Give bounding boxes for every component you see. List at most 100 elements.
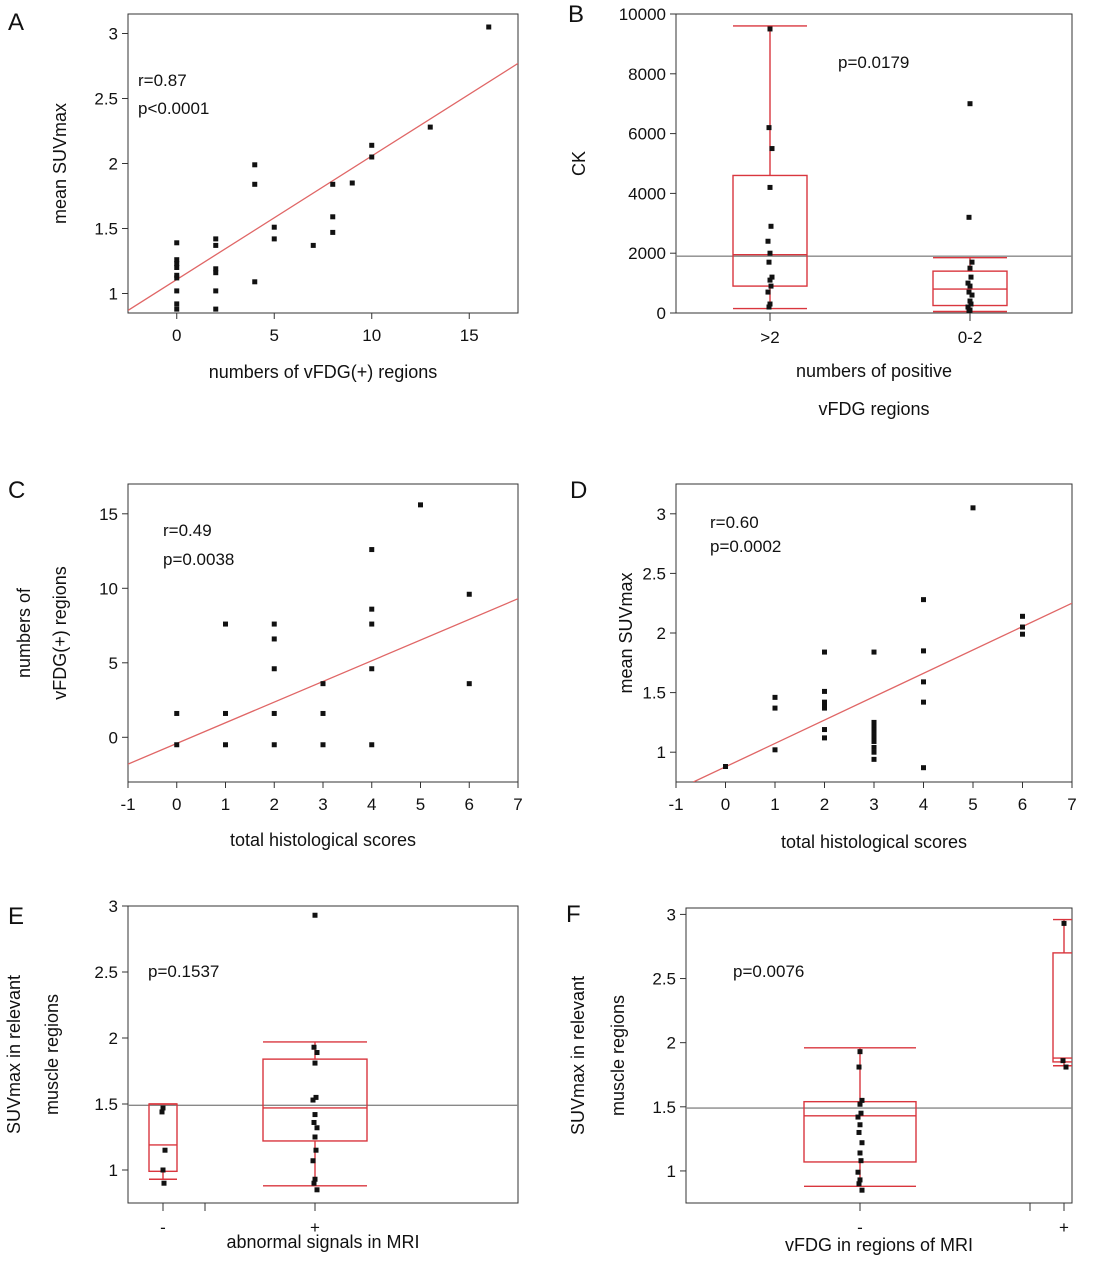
data-point [968, 301, 974, 307]
x-tick-label: 0 [172, 326, 181, 345]
panel-letter: C [8, 477, 25, 504]
data-point [969, 292, 975, 298]
y-tick-label: 0 [109, 728, 118, 747]
data-point [271, 636, 277, 642]
data-point [320, 742, 326, 748]
data-point [856, 1181, 862, 1187]
data-point [174, 272, 180, 278]
data-point [418, 502, 423, 508]
x-tick-label: 7 [513, 795, 522, 814]
data-point [767, 26, 773, 32]
y-axis-label: numbers of [14, 587, 34, 678]
stat-annotation: r=0.87 [138, 71, 187, 90]
y-axis-label-line2: muscle regions [608, 995, 628, 1116]
data-point [855, 1169, 861, 1175]
data-point [174, 742, 180, 748]
y-tick-label: 1 [667, 1162, 676, 1181]
data-point [313, 1094, 319, 1100]
plot-frame [127, 13, 519, 314]
plot-area [128, 502, 518, 765]
data-point [772, 705, 778, 711]
y-tick-label: 1 [657, 743, 666, 762]
panel-b: B 0 2000 4000 6000 8000 10000 >2 0-2 numbers of p… [568, 1, 1073, 419]
stat-annotation: p=0.0179 [838, 53, 909, 72]
data-point [312, 912, 318, 918]
x-tick-label: -1 [120, 795, 135, 814]
data-point [349, 180, 355, 186]
data-point [369, 742, 375, 748]
data-point [767, 184, 773, 190]
data-point [271, 621, 277, 627]
data-point [310, 1158, 316, 1164]
data-point [160, 1167, 166, 1173]
data-point [160, 1105, 166, 1111]
data-point [271, 236, 277, 242]
data-point [822, 688, 827, 694]
data-point [871, 744, 877, 750]
data-point [369, 154, 375, 160]
stat-annotation: r=0.60 [710, 513, 759, 532]
x-tick-label: 4 [919, 795, 928, 814]
data-point [271, 224, 277, 230]
data-point [311, 1044, 317, 1050]
data-point [174, 240, 180, 246]
data-point [968, 274, 974, 280]
data-point [921, 679, 926, 685]
data-point [871, 733, 877, 739]
data-point [857, 1177, 863, 1183]
data-point [174, 257, 180, 263]
data-point [822, 727, 827, 733]
y-tick-label: 3 [657, 505, 666, 524]
data-point [1020, 631, 1025, 637]
panel-a: A 1 1.5 2 2.5 3 0 5 10 15 numbers of vFDG(+) regio… [8, 9, 519, 382]
x-axis-label: total histological scores [781, 832, 967, 852]
y-tick-label: 2 [667, 1034, 676, 1053]
y-tick-label: 15 [99, 505, 118, 524]
x-axis-label: abnormal signals in MRI [226, 1232, 419, 1252]
data-point [969, 259, 975, 265]
data-point [330, 214, 336, 220]
data-point [252, 181, 258, 187]
y-tick-label: 4000 [628, 184, 666, 203]
y-tick-label: 2 [109, 1029, 118, 1048]
stat-annotation: p=0.0002 [710, 537, 781, 556]
data-point [766, 304, 772, 310]
data-point [859, 1097, 865, 1103]
data-point [765, 289, 771, 295]
data-point [213, 266, 219, 272]
stat-annotation: p=0.0076 [733, 962, 804, 981]
data-point [723, 764, 728, 770]
panel-d: D 1 1.5 2 2.5 3 -1 0 1 2 3 4 5 6 7 total histological s… [570, 477, 1077, 852]
data-point [822, 649, 827, 655]
data-point [223, 742, 228, 748]
x-tick-label: 2 [820, 795, 829, 814]
plot-frame [675, 13, 1073, 314]
data-point [921, 699, 926, 705]
y-tick-label: 5 [109, 654, 118, 673]
data-point [856, 1064, 862, 1070]
data-point [1063, 1064, 1069, 1070]
data-point [772, 747, 778, 753]
panel-letter: E [8, 903, 24, 930]
x-tick-label: 0 [721, 795, 730, 814]
data-point [871, 719, 877, 725]
panel-f: F 1 1.5 2 2.5 3 - + vFDG in regions of MRI SUVmax… [566, 901, 1073, 1255]
x-tick-label: 0 [172, 795, 181, 814]
data-point [174, 275, 180, 281]
regression-line [693, 602, 1072, 782]
data-point [174, 710, 180, 716]
data-point [859, 1187, 865, 1193]
y-tick-label: 1.5 [652, 1098, 676, 1117]
y-tick-label: 1 [109, 285, 118, 304]
x-tick-label: 15 [460, 326, 479, 345]
y-tick-label: 2000 [628, 244, 666, 263]
x-tick-label: 1 [221, 795, 230, 814]
x-axis-label: numbers of vFDG(+) regions [209, 362, 438, 382]
data-point [320, 681, 326, 687]
x-category-label: + [310, 1218, 320, 1237]
y-tick-label: 3 [109, 25, 118, 44]
data-point [822, 699, 827, 705]
data-point [213, 236, 219, 242]
data-point [767, 250, 773, 256]
panel-letter: B [568, 1, 584, 28]
